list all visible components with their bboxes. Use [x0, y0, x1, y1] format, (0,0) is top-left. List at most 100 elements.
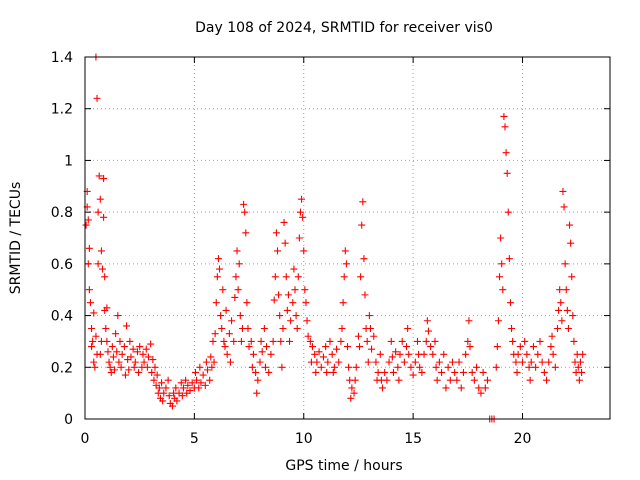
data-point: [466, 343, 474, 351]
data-point: [182, 376, 190, 384]
data-point: [95, 172, 103, 180]
data-point: [359, 198, 367, 206]
grid: [85, 57, 610, 419]
data-point: [567, 239, 575, 247]
data-point: [121, 371, 129, 379]
data-point: [376, 350, 384, 358]
data-point: [502, 149, 510, 157]
data-point: [149, 356, 157, 364]
data-point: [388, 353, 396, 361]
data-point: [252, 368, 260, 376]
data-point: [563, 306, 571, 314]
data-point: [361, 291, 369, 299]
data-point: [578, 368, 586, 376]
data-point: [233, 247, 241, 255]
data-point: [197, 379, 205, 387]
data-point: [562, 286, 570, 294]
data-point: [103, 337, 111, 345]
data-point: [352, 363, 360, 371]
data-point: [514, 350, 522, 358]
data-point: [209, 337, 217, 345]
data-point: [568, 273, 576, 281]
data-point: [100, 175, 108, 183]
data-point: [574, 363, 582, 371]
data-point: [429, 350, 437, 358]
data-point: [306, 337, 314, 345]
data-point: [84, 216, 92, 224]
data-point: [312, 368, 320, 376]
data-point: [383, 376, 391, 384]
data-point: [579, 350, 587, 358]
data-point: [492, 363, 500, 371]
data-point: [516, 343, 524, 351]
data-point: [113, 348, 121, 356]
data-point: [283, 306, 291, 314]
data-point: [139, 350, 147, 358]
data-point: [85, 244, 93, 252]
data-point: [184, 381, 192, 389]
data-point: [433, 376, 441, 384]
data-point: [554, 325, 561, 332]
data-point: [136, 343, 144, 351]
data-point: [103, 304, 111, 312]
data-point: [499, 286, 507, 294]
data-point: [509, 337, 517, 345]
data-point: [416, 363, 424, 371]
data-point: [545, 358, 553, 366]
data-point: [94, 260, 102, 268]
data-point: [365, 312, 373, 320]
data-point: [556, 286, 564, 294]
data-point: [278, 363, 286, 371]
data-point: [216, 265, 224, 273]
data-point: [300, 247, 308, 255]
data-point: [442, 384, 450, 392]
data-point: [144, 353, 152, 361]
data-point: [497, 234, 505, 242]
y-tick-label: 1.2: [51, 102, 73, 118]
data-point: [570, 337, 578, 345]
x-tick-label: 15: [404, 431, 422, 447]
data-point: [521, 337, 529, 345]
data-point: [284, 291, 292, 299]
data-point: [350, 389, 358, 397]
data-point: [536, 337, 544, 345]
data-point: [322, 343, 330, 351]
data-point: [226, 358, 234, 366]
data-point: [566, 221, 574, 229]
data-point: [420, 350, 428, 358]
data-point: [210, 358, 218, 366]
data-point: [178, 392, 186, 400]
data-point: [116, 337, 124, 345]
data-point: [237, 337, 245, 345]
data-point: [329, 368, 337, 376]
data-point: [204, 366, 211, 374]
data-point: [150, 376, 158, 384]
data-point: [411, 358, 419, 366]
data-point: [435, 358, 443, 366]
data-point: [173, 397, 181, 405]
data-point: [451, 368, 459, 376]
data-point: [258, 348, 266, 356]
data-point: [96, 350, 104, 358]
data-point: [561, 260, 569, 268]
data-point: [379, 384, 386, 392]
data-point: [505, 255, 513, 263]
data-point: [286, 337, 294, 345]
data-point: [394, 363, 402, 371]
data-point: [101, 273, 109, 281]
data-point: [431, 337, 439, 345]
data-point: [293, 325, 301, 332]
data-point: [160, 389, 168, 397]
data-point: [109, 353, 117, 361]
data-point: [438, 368, 446, 376]
data-point: [395, 376, 403, 384]
data-point: [498, 260, 506, 268]
data-point: [228, 317, 236, 325]
data-point: [548, 332, 556, 340]
data-point: [271, 273, 279, 281]
x-tick-label: 0: [81, 431, 90, 447]
data-point: [459, 368, 467, 376]
data-point: [230, 337, 238, 345]
data-point: [261, 363, 269, 371]
